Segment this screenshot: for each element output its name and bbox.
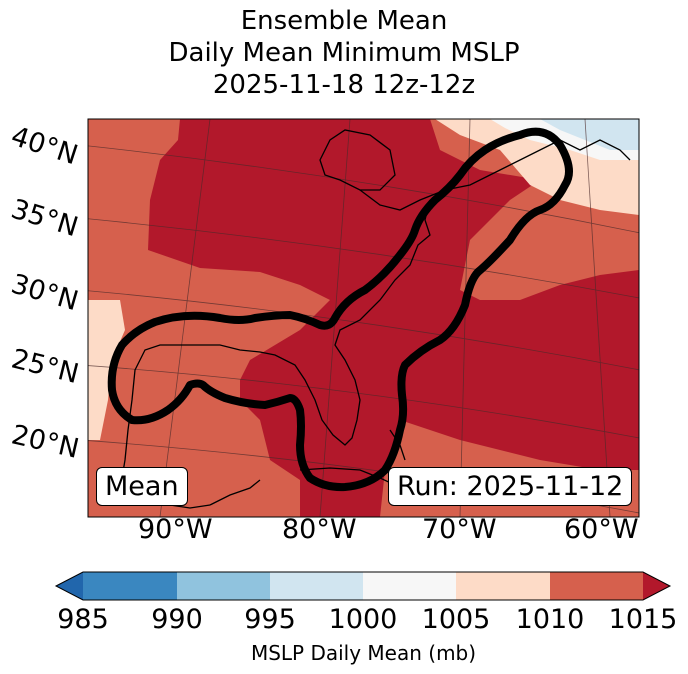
title-line-3: 2025-11-18 12z-12z xyxy=(212,70,476,100)
colorbar-tick-1000: 1000 xyxy=(328,604,398,635)
colorbar-tick-1005: 1005 xyxy=(421,604,491,635)
colorbar-tick-1015: 1015 xyxy=(608,604,678,635)
colorbar-segment-995-1000 xyxy=(270,572,363,600)
mean-label-box: Mean xyxy=(96,467,188,506)
colorbar xyxy=(54,571,672,601)
lon-label-70w: 70°W xyxy=(422,514,497,545)
lon-label-90w: 90°W xyxy=(138,514,213,545)
map-frame xyxy=(87,118,640,518)
colorbar-tick-990: 990 xyxy=(151,604,203,635)
colorbar-title: MSLP Daily Mean (mb) xyxy=(250,641,477,665)
title-line-1: Ensemble Mean xyxy=(240,6,448,36)
colorbar-tick-995: 995 xyxy=(244,604,296,635)
field-990-995-northeast xyxy=(540,119,639,150)
colorbar-tick-985: 985 xyxy=(57,604,109,635)
field-1000-1005-west xyxy=(88,300,125,440)
colorbar-segment-1005-1010 xyxy=(456,572,550,600)
title-line-2: Daily Mean Minimum MSLP xyxy=(168,38,520,68)
colorbar-tick-1010: 1010 xyxy=(515,604,585,635)
pressure-field xyxy=(88,119,639,517)
lon-label-80w: 80°W xyxy=(282,514,357,545)
lon-label-60w: 60°W xyxy=(564,514,639,545)
colorbar-segment-990-995 xyxy=(177,572,270,600)
outline-envelope xyxy=(107,127,573,492)
colorbar-segment-1010-1015 xyxy=(550,572,643,600)
colorbar-extend-high xyxy=(643,572,670,600)
run-label-box: Run: 2025-11-12 xyxy=(388,467,633,506)
colorbar-segment-1000-1005 xyxy=(363,572,456,600)
colorbar-segment-985-990 xyxy=(83,572,177,600)
colorbar-extend-low xyxy=(56,572,83,600)
